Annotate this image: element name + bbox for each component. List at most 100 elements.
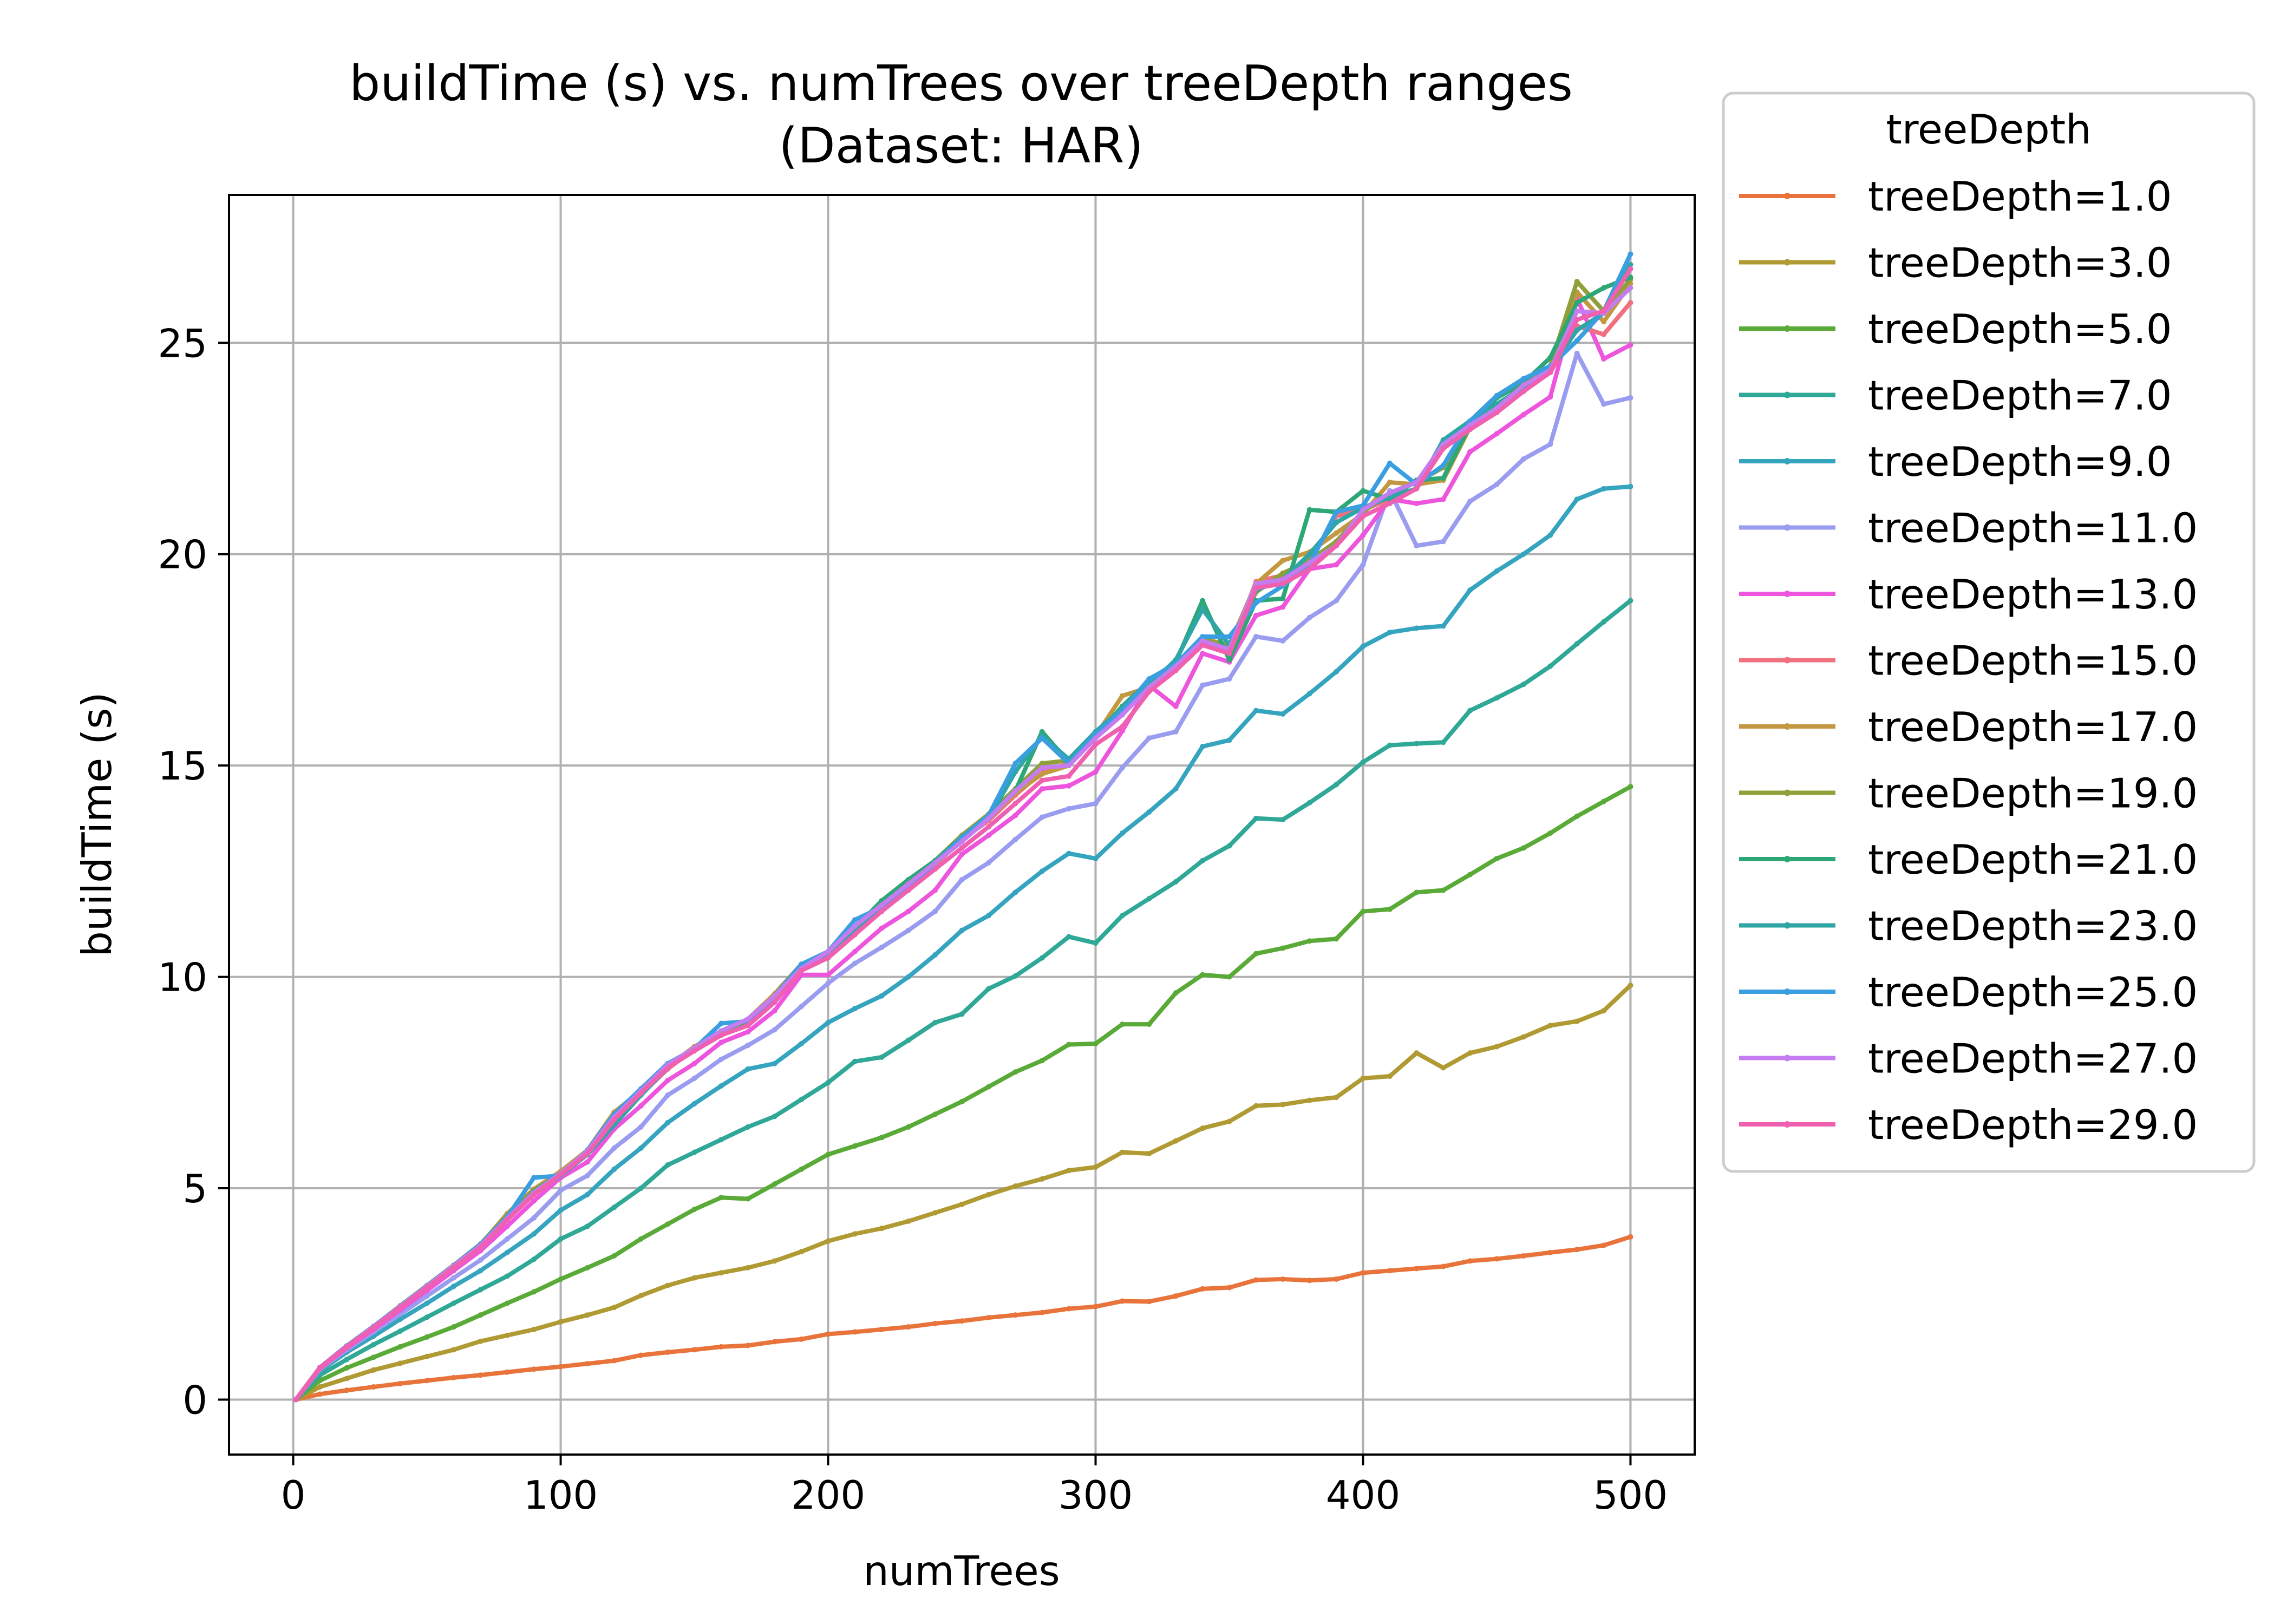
data-point — [504, 1223, 510, 1229]
data-point — [665, 1065, 671, 1071]
data-point — [1387, 906, 1393, 912]
data-point — [1012, 761, 1018, 767]
data-point — [1226, 676, 1232, 682]
data-point — [772, 1008, 777, 1014]
data-point — [772, 1258, 777, 1264]
data-point — [1093, 801, 1099, 807]
data-point — [1226, 1118, 1232, 1124]
data-point — [665, 1120, 671, 1126]
data-point — [691, 1048, 697, 1054]
data-point — [1280, 817, 1286, 823]
legend-label: treeDepth=3.0 — [1868, 239, 2172, 287]
data-point — [531, 1191, 537, 1197]
data-point — [1360, 562, 1366, 568]
data-point — [825, 1019, 831, 1025]
data-point — [1467, 499, 1473, 505]
data-point — [1520, 845, 1526, 851]
data-point — [825, 1079, 831, 1085]
data-point — [397, 1380, 403, 1386]
legend-label: treeDepth=11.0 — [1868, 505, 2198, 552]
data-point — [1494, 855, 1500, 861]
data-point — [852, 1143, 858, 1149]
data-point — [558, 1364, 564, 1370]
legend-marker — [1784, 591, 1791, 597]
data-point — [1601, 1242, 1607, 1248]
data-point — [959, 1011, 965, 1017]
data-point — [1146, 735, 1152, 741]
data-point — [558, 1187, 564, 1193]
legend-label: treeDepth=25.0 — [1868, 968, 2198, 1016]
data-point — [478, 1312, 483, 1318]
data-point — [959, 927, 965, 933]
data-point — [1360, 908, 1366, 914]
data-point — [1601, 356, 1607, 362]
data-point — [1574, 317, 1580, 323]
data-point — [852, 948, 858, 954]
data-point — [905, 887, 911, 893]
x-axis-label: numTrees — [863, 1547, 1060, 1595]
legend-label: treeDepth=23.0 — [1868, 902, 2198, 950]
legend-entry: treeDepth=13.0 — [1739, 571, 2198, 618]
legend-label: treeDepth=19.0 — [1868, 770, 2198, 817]
data-point — [1306, 1278, 1312, 1284]
data-point — [1280, 945, 1286, 951]
data-point — [905, 908, 911, 914]
data-point — [772, 1027, 777, 1033]
data-point — [344, 1357, 350, 1363]
data-point — [879, 1054, 885, 1060]
data-point — [1574, 641, 1580, 647]
data-point — [558, 1172, 564, 1178]
data-point — [852, 1231, 858, 1237]
data-point — [370, 1325, 376, 1331]
data-point — [1440, 739, 1446, 745]
data-point — [1012, 1183, 1018, 1189]
data-point — [1334, 562, 1339, 568]
data-point — [1039, 765, 1045, 771]
data-point — [558, 1319, 564, 1325]
data-point — [985, 913, 991, 919]
data-point — [558, 1236, 564, 1242]
data-point — [879, 925, 885, 931]
data-point — [905, 1037, 911, 1043]
data-point — [504, 1249, 510, 1255]
data-point — [450, 1347, 456, 1353]
data-point — [1253, 708, 1259, 713]
data-point — [905, 1124, 911, 1130]
data-point — [504, 1369, 510, 1375]
data-point — [1547, 369, 1553, 375]
data-point — [1440, 1065, 1446, 1071]
legend-marker — [1784, 789, 1791, 796]
data-point — [504, 1332, 510, 1338]
data-point — [745, 1043, 751, 1049]
data-point — [611, 1145, 617, 1151]
data-point — [1628, 483, 1633, 489]
legend-label: treeDepth=1.0 — [1868, 173, 2172, 220]
data-point — [1360, 643, 1366, 649]
data-point — [691, 1076, 697, 1082]
data-point — [1414, 501, 1420, 507]
data-point — [691, 1207, 697, 1213]
data-point — [1574, 300, 1580, 306]
data-point — [397, 1344, 403, 1350]
data-point — [932, 1111, 938, 1117]
data-point — [1146, 896, 1152, 902]
data-point — [1039, 735, 1045, 741]
data-point — [450, 1300, 456, 1306]
data-point — [1440, 462, 1446, 468]
data-point — [691, 1101, 697, 1106]
data-point — [852, 1329, 858, 1335]
data-point — [1334, 598, 1339, 604]
data-point — [879, 944, 885, 950]
data-point — [745, 1265, 751, 1271]
data-point — [799, 1040, 805, 1046]
data-point — [611, 1358, 617, 1364]
data-point — [718, 1020, 724, 1026]
data-point — [1387, 630, 1393, 636]
data-point — [1360, 488, 1366, 494]
data-point — [1280, 581, 1286, 587]
legend-entry: treeDepth=7.0 — [1739, 372, 2172, 420]
data-point — [1012, 1069, 1018, 1075]
data-point — [611, 1166, 617, 1172]
data-point — [1200, 638, 1206, 644]
data-point — [1440, 496, 1446, 502]
